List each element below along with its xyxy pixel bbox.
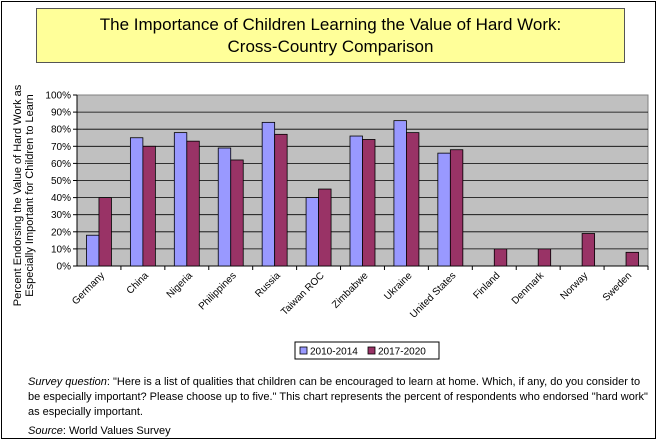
y-tick-label: 70% <box>51 142 71 153</box>
bar-series2 <box>142 145 156 267</box>
y-tick-label: 100% <box>45 91 71 102</box>
x-tick-label: Finland <box>471 270 502 301</box>
y-tick-label: 20% <box>51 227 71 238</box>
bar-series2 <box>318 188 332 267</box>
legend-box <box>294 341 440 360</box>
bar-series1 <box>437 152 451 267</box>
y-tick-label: 80% <box>51 125 71 136</box>
survey-question-label: Survey question <box>28 376 107 388</box>
bar-series2 <box>274 133 288 267</box>
bar-series1 <box>129 137 144 267</box>
bar-series1 <box>173 132 188 267</box>
survey-note: Survey question: "Here is a list of qual… <box>28 375 648 420</box>
source-note: Source: World Values Survey <box>28 425 171 438</box>
y-tick-label: 60% <box>51 159 71 170</box>
bar-series1 <box>261 121 276 267</box>
x-tick-label: Sweden <box>601 270 634 303</box>
x-tick-label: Russia <box>253 270 283 300</box>
y-axis-title-line-2: Especially Important for Children to Lea… <box>24 94 36 296</box>
bar-series2 <box>625 251 639 267</box>
x-tick-label: Denmark <box>510 270 547 307</box>
bar-series1 <box>305 197 319 267</box>
legend-swatch-2 <box>367 346 376 355</box>
bar-series2 <box>493 248 508 267</box>
bar-series2 <box>581 233 596 267</box>
bar-series2 <box>406 132 420 267</box>
chart-title-line-1: The Importance of Children Learning the … <box>99 15 562 34</box>
x-tick-label: Nigeria <box>165 270 195 300</box>
source-label: Source <box>28 425 63 437</box>
bar-series2 <box>537 248 552 267</box>
x-tick-label: China <box>125 270 152 297</box>
x-tick-label: Zimbabwe <box>330 270 371 311</box>
chart-title-line-2: Cross-Country Comparison <box>227 37 434 56</box>
x-tick-label: Norway <box>558 270 590 302</box>
bar-series1 <box>393 120 407 267</box>
x-tick-label: Ukraine <box>382 270 414 302</box>
y-tick-label: 10% <box>51 244 71 255</box>
x-tick-label: Germany <box>70 270 107 307</box>
y-axis-title-line-1: Percent Endorsing the Value of Hard Work… <box>12 84 24 306</box>
bar-series1 <box>86 234 100 267</box>
y-tick-label: 0% <box>57 262 72 273</box>
survey-question-text: : "Here is a list of qualities that chil… <box>28 376 648 418</box>
legend-label-2: 2017-2020 <box>378 347 426 358</box>
x-tick-label: Philippines <box>197 270 239 312</box>
y-tick-label: 50% <box>51 176 71 187</box>
bar-series2 <box>362 139 376 267</box>
legend-swatch-1 <box>299 346 308 355</box>
x-tick-label: Taiwan ROC <box>279 270 326 317</box>
bar-series2 <box>449 149 464 267</box>
source-text: : World Values Survey <box>62 425 171 437</box>
bar-series1 <box>349 135 363 267</box>
y-tick-label: 90% <box>51 108 71 119</box>
bar-series2 <box>186 140 200 267</box>
x-tick-label: United States <box>408 270 458 320</box>
bar-series2 <box>98 197 112 267</box>
legend-label-1: 2010-2014 <box>310 347 358 358</box>
chart-title-box: The Importance of Children Learning the … <box>36 8 625 63</box>
y-tick-label: 30% <box>51 210 71 221</box>
bar-series1 <box>217 147 232 267</box>
bar-series2 <box>230 159 244 267</box>
y-tick-label: 40% <box>51 193 71 204</box>
